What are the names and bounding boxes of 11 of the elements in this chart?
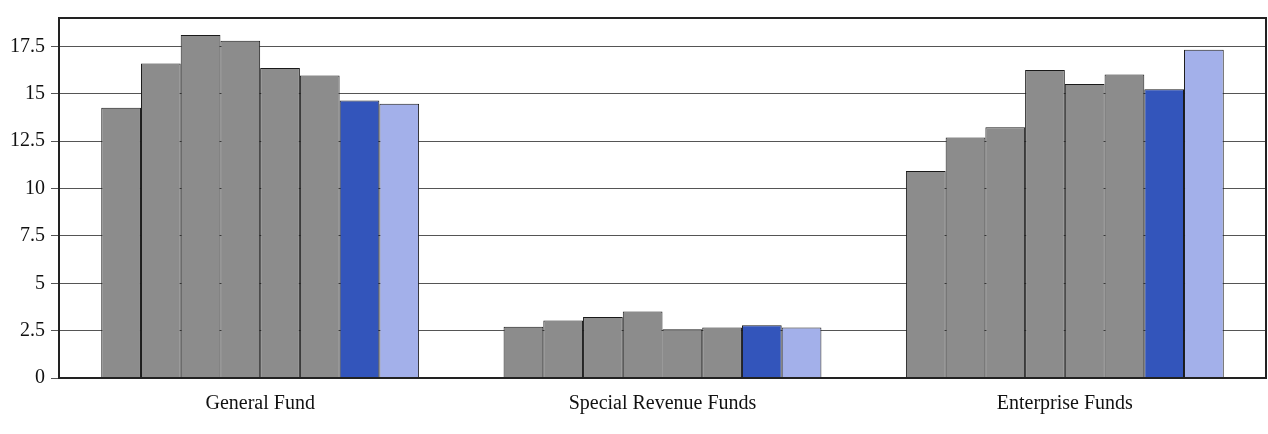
y-tick-label: 10 — [25, 175, 45, 198]
y-tick-label: 15 — [25, 81, 45, 104]
y-tick-label: 2.5 — [20, 317, 45, 340]
y-tick-label: 5 — [35, 270, 45, 293]
y-tick-label: 0 — [35, 365, 45, 388]
x-tick-label: Special Revenue Funds — [568, 391, 757, 415]
y-tick-label: 17.5 — [10, 33, 45, 56]
x-tick-label: Enterprise Funds — [996, 391, 1134, 415]
x-tick-label: General Fund — [205, 391, 315, 414]
y-tick-label: 7.5 — [20, 223, 45, 246]
y-tick-label: 12.5 — [10, 128, 45, 151]
